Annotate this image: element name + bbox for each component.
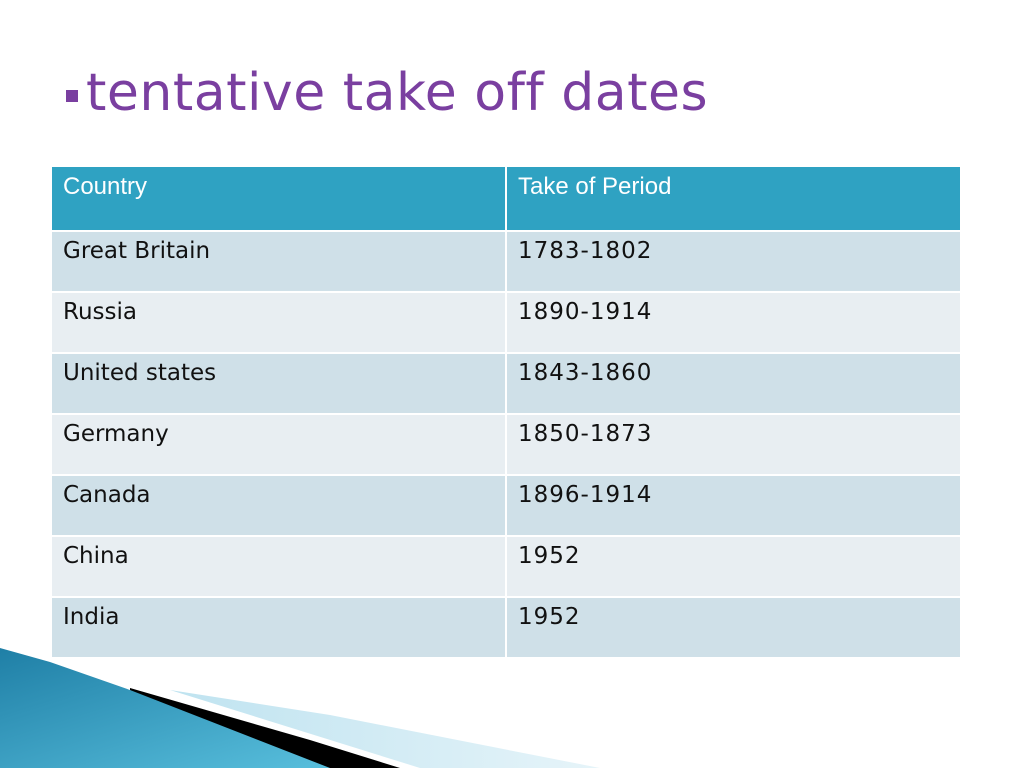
period-cell: 1843-1860 [505,352,962,415]
corner-black-stripe [130,688,400,768]
period-cell: 1850-1873 [505,413,962,476]
period-cell: 1783-1802 [505,230,962,293]
country-cell: Canada [50,474,507,537]
takeoff-table: Country Take of Period Great Britain 178… [50,165,962,659]
title-area: tentative take off dates [66,58,708,128]
table-row: Great Britain 1783-1802 [50,230,962,293]
corner-blue-shape [0,648,380,768]
table-header-row: Country Take of Period [50,165,962,232]
country-cell: Germany [50,413,507,476]
table-row: Germany 1850-1873 [50,413,962,476]
table-row: India 1952 [50,596,962,659]
country-cell: India [50,596,507,659]
table-row: Canada 1896-1914 [50,474,962,537]
table-row: Russia 1890-1914 [50,291,962,354]
table-row: China 1952 [50,535,962,598]
country-cell: United states [50,352,507,415]
header-period: Take of Period [505,165,962,232]
period-cell: 1952 [505,596,962,659]
period-cell: 1952 [505,535,962,598]
country-cell: Russia [50,291,507,354]
header-country: Country [50,165,507,232]
period-cell: 1890-1914 [505,291,962,354]
table-row: United states 1843-1860 [50,352,962,415]
country-cell: China [50,535,507,598]
period-cell: 1896-1914 [505,474,962,537]
slide-title: tentative take off dates [86,63,709,123]
corner-light-stripe [170,690,600,768]
square-bullet-icon [66,90,78,102]
country-cell: Great Britain [50,230,507,293]
